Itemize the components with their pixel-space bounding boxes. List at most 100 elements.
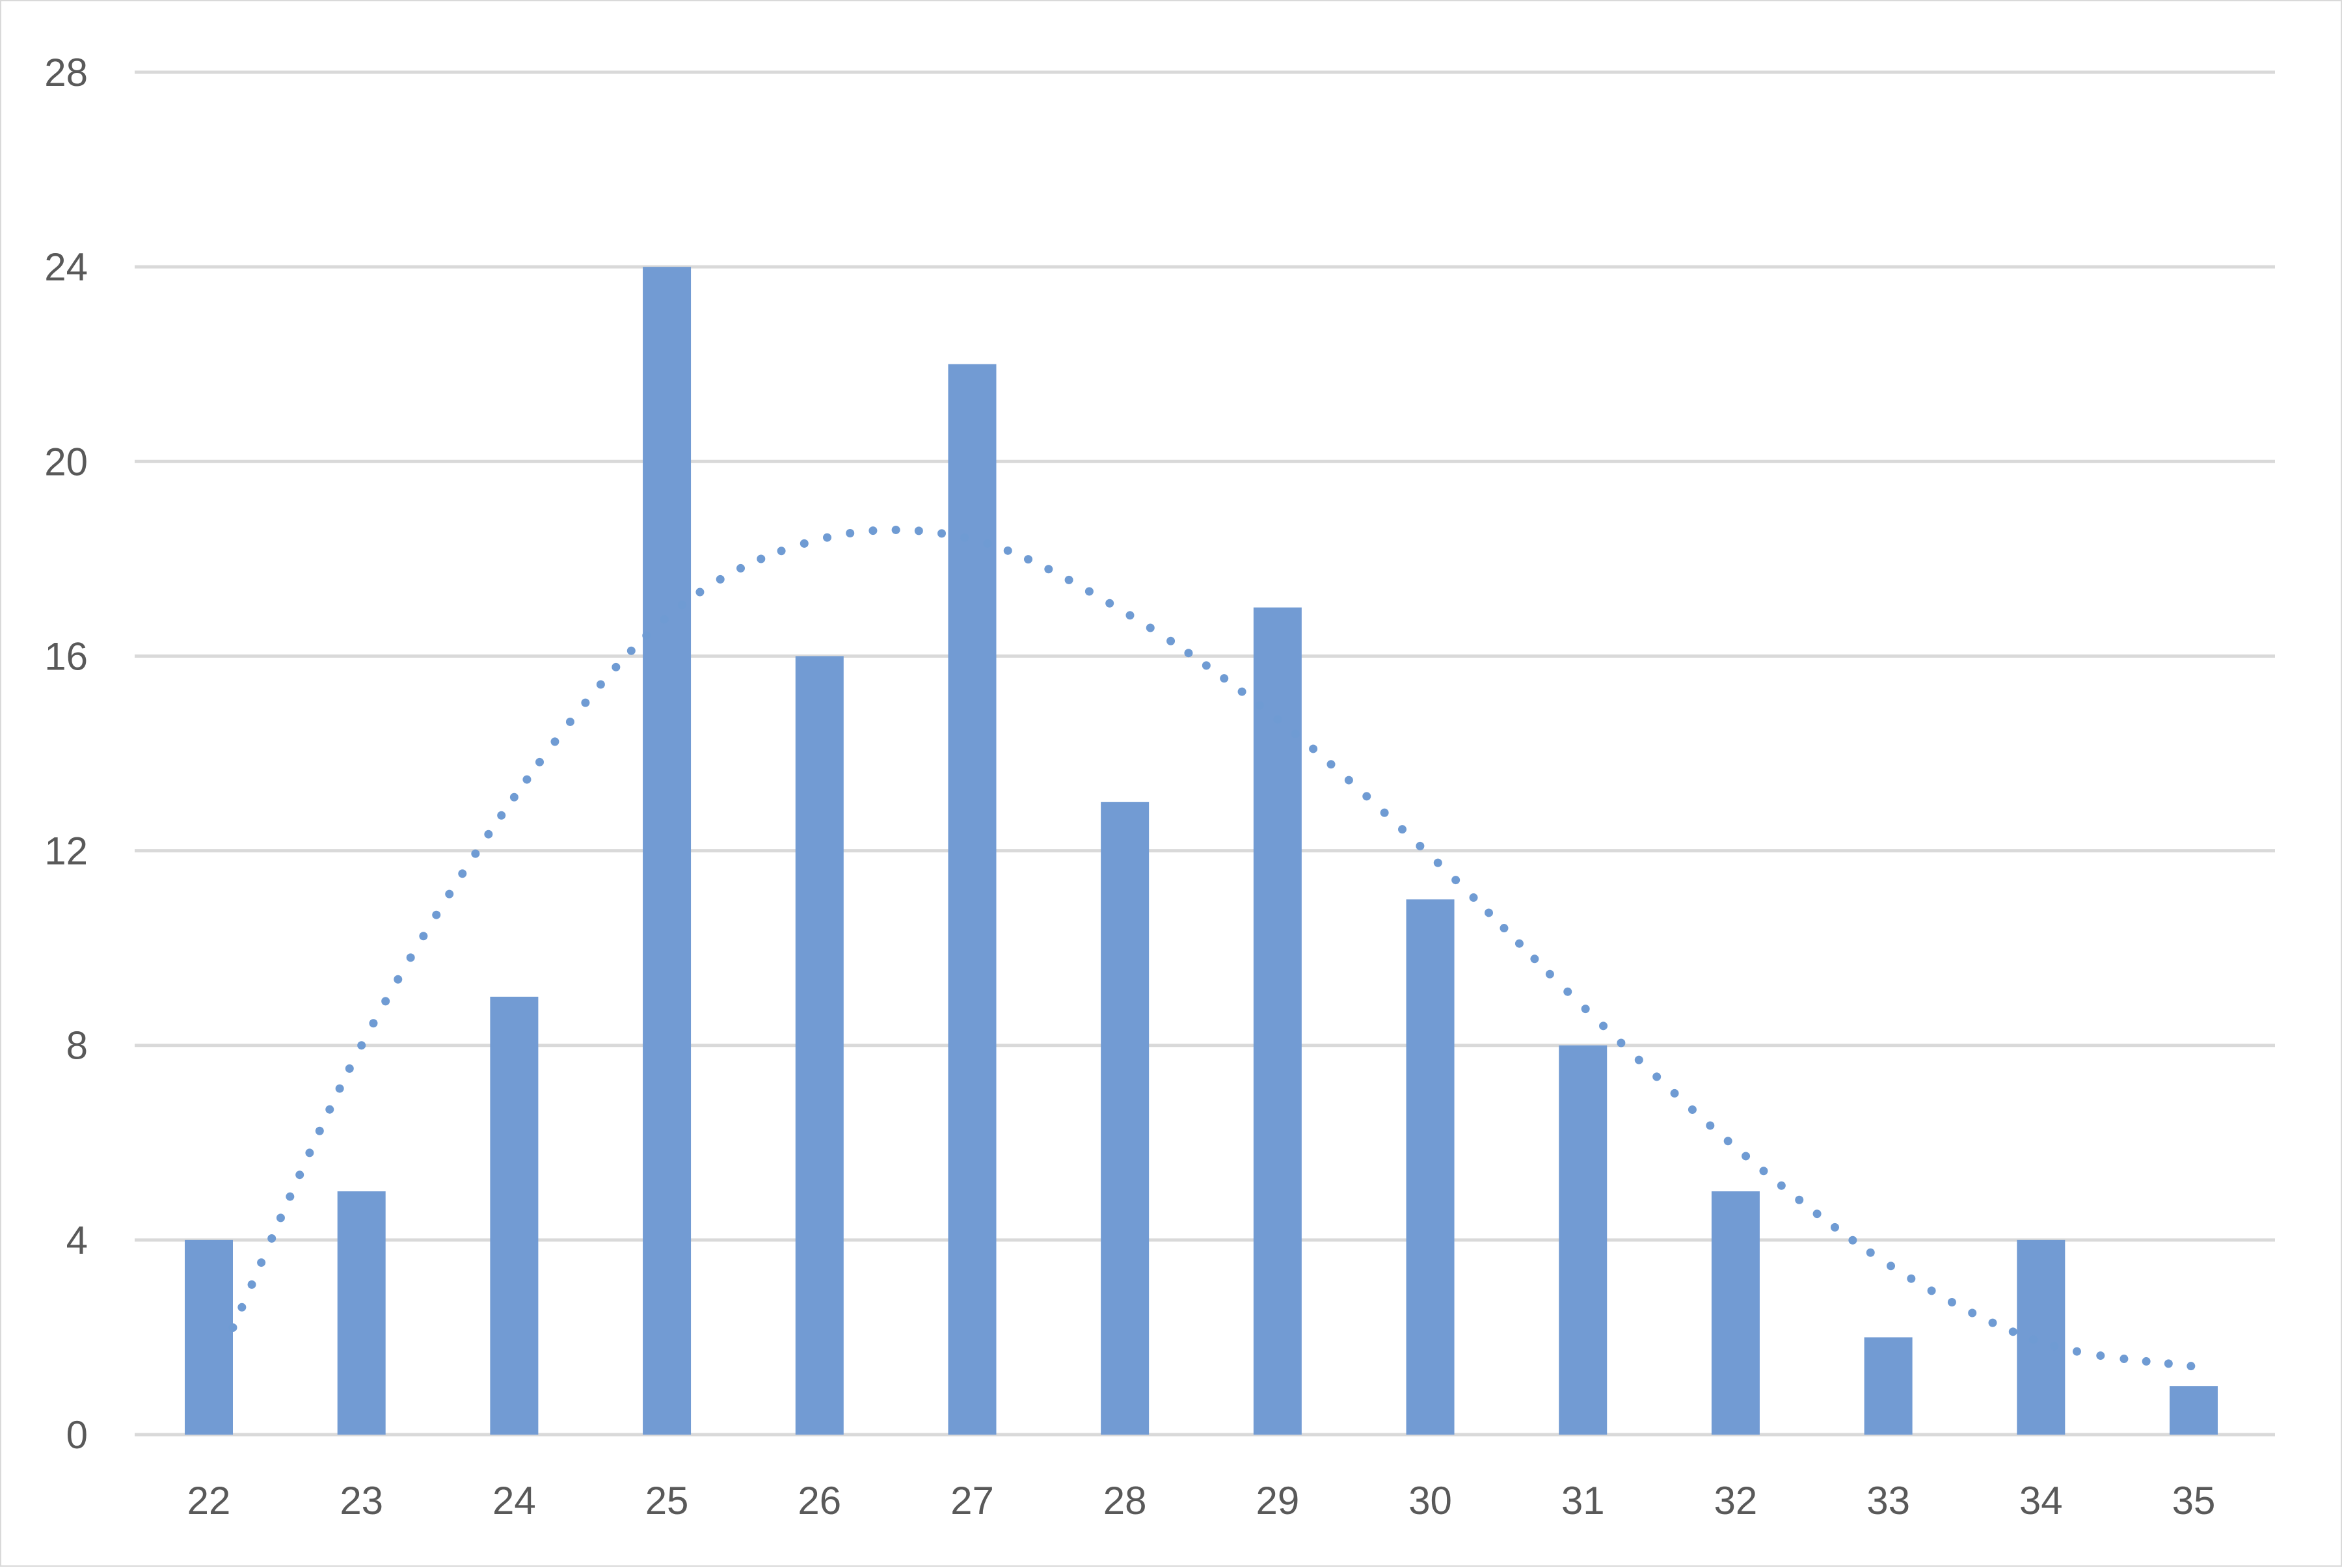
x-axis-tick-labels: 22 23 24 25 26 27 28 29 30 31 32 33 34 35	[187, 1479, 2216, 1522]
trendline-dot	[642, 631, 651, 640]
trendline-dot	[1742, 1152, 1751, 1161]
bar-34	[2017, 1239, 2066, 1435]
trendline-dot	[1988, 1318, 1997, 1327]
trendline-dot	[1887, 1262, 1896, 1271]
trendline-dot	[565, 717, 574, 726]
trendline-dot	[1581, 1005, 1590, 1014]
trendline-dot	[1469, 893, 1478, 902]
trendline-dot	[325, 1105, 334, 1114]
trendline-dot	[406, 953, 415, 962]
trendline-dot	[1777, 1181, 1786, 1190]
trendline-dot	[1291, 729, 1300, 738]
bar-28	[1101, 802, 1150, 1435]
trendline-dot	[1184, 649, 1193, 658]
trendline-dot	[458, 869, 467, 878]
trendline-dot	[1326, 760, 1336, 769]
trendline-dot	[276, 1213, 285, 1223]
trendline-dot	[445, 889, 454, 899]
trendline-dot	[550, 737, 559, 746]
trendline-dot	[509, 792, 518, 802]
bar-23	[337, 1191, 386, 1435]
trendline-dot	[535, 757, 544, 766]
bar-22	[185, 1239, 233, 1435]
trendline-dot	[2096, 1351, 2105, 1360]
trendline-dot	[1064, 575, 1073, 584]
y-tick-label: 28	[44, 51, 88, 94]
trendline-dot	[419, 932, 428, 941]
trendline-dot	[1309, 744, 1318, 753]
trendline-dot	[1220, 674, 1229, 683]
y-tick-label: 16	[44, 634, 88, 678]
bar-series	[185, 267, 2218, 1435]
trendline-dot	[522, 775, 532, 784]
y-tick-label: 8	[66, 1024, 88, 1068]
trendline-dot	[305, 1148, 314, 1157]
trendline-dot	[1530, 954, 1539, 964]
trendline-dot	[1084, 587, 1094, 596]
y-tick-label: 4	[66, 1219, 88, 1262]
trendline-dot	[1947, 1298, 1956, 1307]
trendline-dot	[286, 1192, 295, 1201]
trendline-dot	[1617, 1038, 1626, 1048]
y-axis-tick-labels: 0 4 8 12 16 20 24 28	[44, 51, 88, 1457]
x-tick-label: 25	[645, 1479, 689, 1522]
trendline-dot	[914, 526, 923, 535]
trendline-dot	[1706, 1121, 1715, 1130]
x-tick-label: 29	[1256, 1479, 1299, 1522]
trendline-dot	[1759, 1167, 1768, 1176]
trendline-dot	[1451, 876, 1460, 885]
trendline-dot	[432, 910, 441, 919]
bar-25	[643, 267, 692, 1435]
trendline-dot	[581, 698, 590, 707]
trendline-dot	[868, 526, 878, 535]
x-tick-label: 27	[950, 1479, 994, 1522]
y-tick-label: 0	[66, 1413, 88, 1457]
bar-33	[1864, 1337, 1913, 1435]
trendline-dot	[1812, 1210, 1822, 1219]
trendline-dot	[2164, 1359, 2173, 1368]
y-tick-label: 24	[44, 245, 88, 289]
trendline-dot	[777, 547, 786, 556]
trendline-dot	[1044, 565, 1053, 574]
trendline-dot	[357, 1041, 366, 1050]
trendline-dot	[2029, 1335, 2038, 1344]
bar-30	[1406, 899, 1455, 1435]
trendline-dot	[1563, 987, 1572, 996]
trendline-dot	[1670, 1088, 1679, 1098]
trendline-dot	[1024, 555, 1033, 564]
trendline-dot	[1105, 599, 1114, 608]
trendline-dot	[1795, 1195, 1804, 1204]
trendline-dot	[1344, 776, 1353, 785]
trendline-dot	[497, 811, 506, 820]
trendline-dot	[983, 539, 992, 548]
x-tick-label: 34	[2019, 1479, 2063, 1522]
trendline-dot	[394, 975, 403, 984]
trendline-dot	[2120, 1355, 2129, 1364]
trendline-dot	[1830, 1223, 1839, 1232]
gridlines	[135, 70, 2275, 1437]
trendline-dot	[891, 525, 900, 534]
bar-27	[948, 364, 997, 1435]
trendline-dot	[228, 1323, 237, 1332]
x-tick-label: 32	[1714, 1479, 1758, 1522]
trendline-dot	[1166, 636, 1176, 645]
trendline-dot	[2050, 1342, 2059, 1351]
trendline-dot	[2072, 1347, 2081, 1356]
trendline-dot	[937, 529, 947, 538]
trendline-dot	[1485, 908, 1494, 917]
trendline-dot	[267, 1234, 276, 1243]
x-tick-label: 28	[1103, 1479, 1147, 1522]
trendline-dot	[247, 1280, 256, 1289]
trendline-dot	[471, 849, 480, 858]
y-tick-label: 12	[44, 830, 88, 873]
trendline-dot	[1380, 808, 1389, 817]
trendline-dot	[695, 588, 705, 597]
trendline-dot	[1273, 715, 1282, 724]
trendline-dot	[335, 1084, 344, 1093]
trendline-dot	[315, 1126, 324, 1135]
trendline-dot	[295, 1170, 304, 1180]
y-tick-label: 20	[44, 440, 88, 483]
trendline-dot	[1848, 1236, 1857, 1245]
trendline-dot	[1125, 611, 1135, 620]
bar-31	[1559, 1045, 1608, 1435]
